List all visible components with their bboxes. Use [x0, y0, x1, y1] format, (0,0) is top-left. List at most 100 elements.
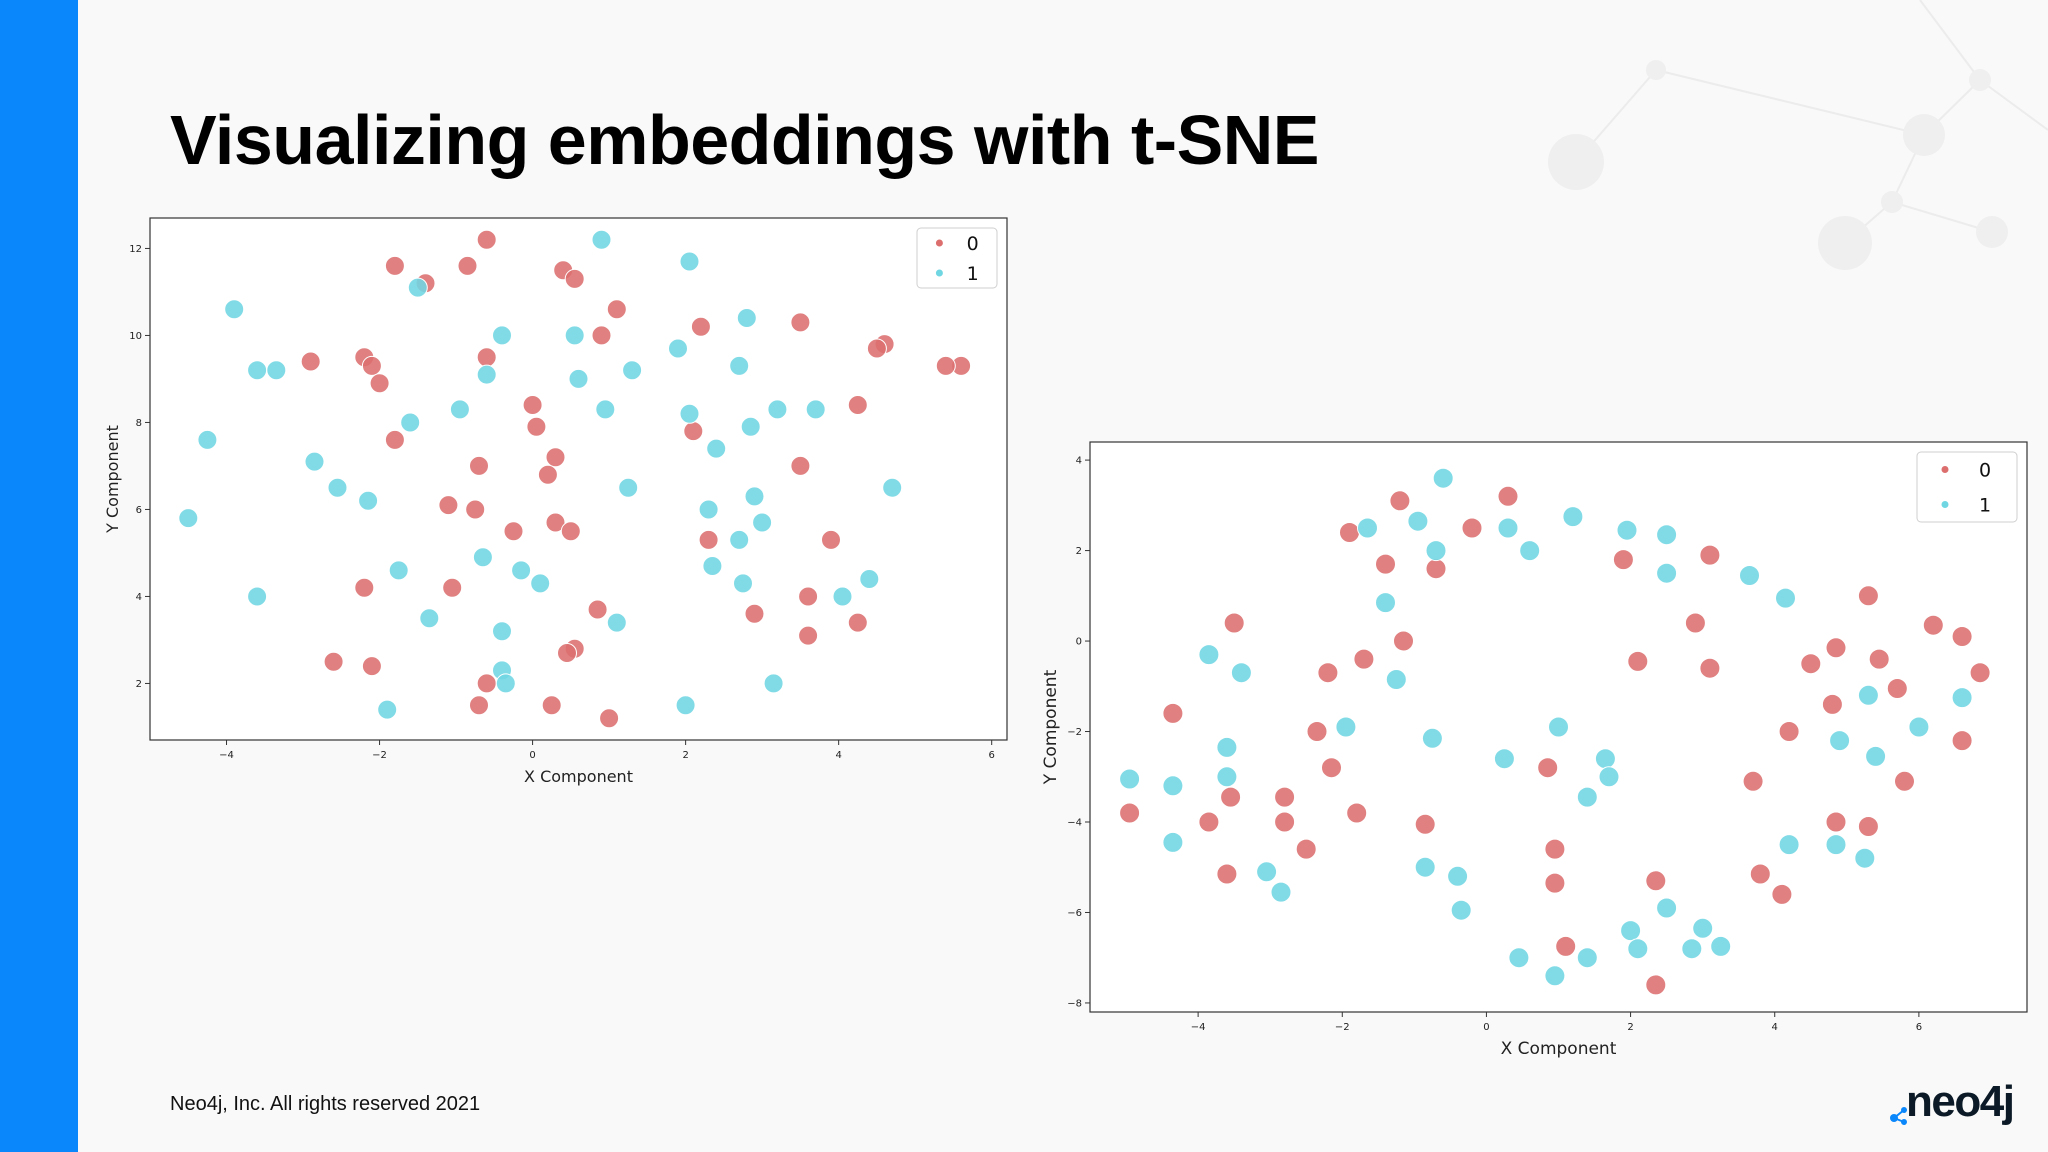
- point-class-0: [1317, 662, 1339, 684]
- point-class-0: [1544, 872, 1566, 894]
- point-class-0: [1684, 612, 1706, 634]
- y-tick-label: 12: [129, 244, 142, 255]
- point-class-0: [1119, 802, 1141, 824]
- point-class-1: [1627, 938, 1649, 960]
- point-class-1: [1681, 938, 1703, 960]
- point-class-1: [675, 695, 696, 716]
- point-class-1: [178, 508, 199, 529]
- point-class-1: [1865, 745, 1887, 767]
- x-axis-label: X Component: [1501, 1039, 1617, 1059]
- graph-dots-icon: [1890, 1107, 1907, 1125]
- point-class-1: [1598, 766, 1620, 788]
- y-tick-label: 8: [136, 418, 142, 429]
- point-class-0: [1537, 757, 1559, 779]
- x-tick-label: −2: [1335, 1022, 1350, 1033]
- point-class-0: [1612, 549, 1634, 571]
- point-class-1: [476, 364, 497, 385]
- point-class-0: [698, 529, 719, 550]
- y-tick-label: 4: [136, 592, 142, 603]
- point-class-1: [247, 586, 268, 607]
- point-class-1: [511, 560, 532, 581]
- point-class-0: [1645, 870, 1667, 892]
- legend-box: [916, 227, 998, 289]
- point-class-0: [1339, 522, 1360, 543]
- point-class-0: [442, 577, 463, 598]
- y-tick-label: 6: [136, 505, 142, 516]
- copyright-footer: Neo4j, Inc. All rights reserved 2021: [170, 1093, 481, 1115]
- point-class-1: [679, 403, 700, 424]
- point-class-0: [587, 599, 608, 620]
- x-tick-label: 2: [1627, 1022, 1633, 1033]
- point-class-1: [832, 586, 853, 607]
- point-class-0: [1825, 637, 1847, 659]
- point-class-1: [1335, 716, 1357, 738]
- legend-marker: [935, 239, 943, 247]
- point-class-0: [469, 695, 489, 716]
- point-class-0: [361, 355, 382, 376]
- point-class-1: [1119, 768, 1141, 790]
- point-class-0: [1216, 863, 1238, 885]
- point-class-1: [1425, 540, 1447, 562]
- neo4j-logo: neo4j: [1888, 1076, 2028, 1132]
- legend-label: 1: [967, 263, 979, 285]
- point-class-0: [354, 577, 375, 598]
- point-class-0: [1306, 721, 1328, 742]
- point-class-0: [469, 455, 489, 476]
- point-class-0: [606, 299, 627, 320]
- point-class-1: [1778, 834, 1800, 856]
- point-class-0: [683, 421, 704, 442]
- x-tick-label: −4: [1191, 1022, 1206, 1033]
- point-class-0: [1699, 544, 1721, 566]
- point-class-1: [591, 229, 612, 250]
- point-class-1: [733, 573, 753, 594]
- point-class-1: [1198, 644, 1220, 666]
- point-class-1: [1414, 856, 1436, 878]
- x-axis-label: X Component: [524, 767, 633, 786]
- point-class-1: [564, 325, 585, 346]
- point-class-1: [1450, 899, 1472, 921]
- point-class-1: [859, 569, 880, 589]
- point-class-1: [1493, 748, 1515, 770]
- point-class-1: [1230, 662, 1252, 684]
- point-class-1: [882, 477, 903, 498]
- point-class-1: [1519, 540, 1541, 562]
- y-tick-label: 4: [1076, 456, 1082, 467]
- point-class-0: [384, 429, 405, 450]
- point-class-1: [1548, 716, 1569, 738]
- y-tick-label: 10: [129, 331, 142, 342]
- point-class-1: [1270, 881, 1292, 903]
- point-class-1: [1576, 947, 1598, 969]
- point-class-1: [618, 477, 639, 498]
- point-class-0: [1894, 770, 1915, 792]
- point-class-0: [1497, 485, 1519, 507]
- point-class-1: [1829, 730, 1851, 752]
- point-class-1: [668, 338, 688, 359]
- point-class-0: [790, 312, 811, 333]
- x-tick-label: 4: [835, 750, 841, 761]
- legend-marker: [935, 269, 943, 277]
- point-class-1: [530, 573, 551, 594]
- point-class-1: [247, 360, 268, 381]
- x-tick-label: 2: [682, 750, 688, 761]
- legend-marker: [1941, 466, 1949, 473]
- point-class-1: [224, 299, 245, 320]
- network-decoration: [1548, 0, 2048, 270]
- point-class-0: [1321, 757, 1342, 779]
- x-tick-label: −2: [372, 750, 387, 761]
- y-tick-label: −4: [1067, 818, 1082, 829]
- point-class-1: [698, 499, 719, 520]
- point-class-0: [438, 495, 459, 516]
- point-class-0: [1393, 630, 1414, 652]
- point-class-0: [503, 521, 524, 542]
- legend-label: 0: [967, 233, 979, 255]
- point-class-0: [1699, 657, 1721, 679]
- x-tick-label: 6: [989, 750, 995, 761]
- x-tick-label: −4: [219, 750, 234, 761]
- point-class-1: [1951, 687, 1973, 709]
- point-class-1: [377, 699, 398, 720]
- x-tick-label: 0: [529, 750, 535, 761]
- point-class-0: [591, 325, 612, 346]
- y-tick-label: −8: [1067, 998, 1082, 1009]
- point-class-0: [1778, 721, 1800, 742]
- y-tick-label: −6: [1067, 908, 1082, 919]
